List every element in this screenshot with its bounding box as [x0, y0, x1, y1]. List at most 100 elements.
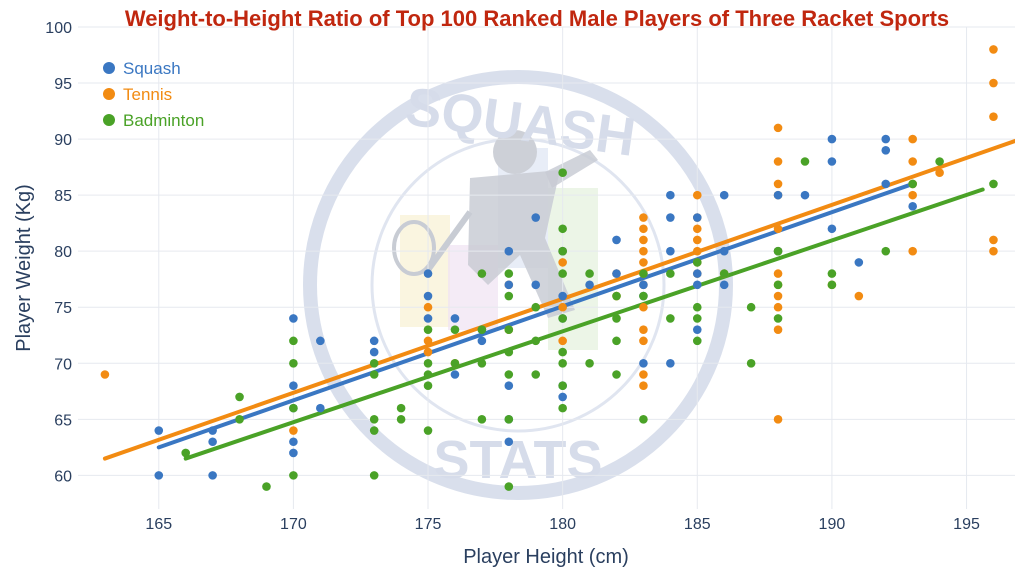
badminton-data-point[interactable] — [935, 157, 944, 166]
squash-data-point[interactable] — [666, 246, 675, 256]
squash-data-point[interactable] — [423, 291, 433, 301]
tennis-data-point[interactable] — [773, 157, 783, 166]
badminton-data-point[interactable] — [369, 471, 379, 480]
badminton-data-point[interactable] — [289, 403, 298, 413]
badminton-data-point[interactable] — [612, 370, 621, 379]
badminton-data-point[interactable] — [235, 415, 244, 424]
squash-data-point[interactable] — [881, 146, 891, 155]
badminton-data-point[interactable] — [989, 179, 998, 189]
badminton-data-point[interactable] — [639, 291, 648, 301]
badminton-data-point[interactable] — [692, 314, 702, 323]
badminton-data-point[interactable] — [423, 370, 433, 379]
tennis-data-point[interactable] — [639, 224, 648, 234]
badminton-data-point[interactable] — [423, 381, 433, 390]
badminton-data-point[interactable] — [477, 325, 487, 334]
tennis-data-point[interactable] — [423, 302, 433, 312]
badminton-data-point[interactable] — [612, 314, 621, 323]
badminton-data-point[interactable] — [423, 325, 433, 334]
badminton-data-point[interactable] — [289, 358, 298, 368]
badminton-data-point[interactable] — [908, 179, 917, 189]
tennis-data-point[interactable] — [639, 370, 648, 379]
badminton-data-point[interactable] — [692, 302, 702, 312]
badminton-data-point[interactable] — [827, 280, 837, 290]
tennis-data-point[interactable] — [773, 179, 783, 189]
badminton-data-point[interactable] — [531, 302, 541, 312]
tennis-data-point[interactable] — [773, 291, 783, 301]
squash-data-point[interactable] — [692, 213, 702, 222]
squash-data-point[interactable] — [692, 325, 702, 334]
squash-data-point[interactable] — [827, 134, 837, 144]
tennis-data-point[interactable] — [639, 246, 648, 256]
squash-data-point[interactable] — [585, 280, 594, 290]
legend-item-badminton[interactable]: Badminton — [103, 111, 204, 130]
badminton-data-point[interactable] — [612, 336, 621, 346]
squash-data-point[interactable] — [558, 291, 567, 301]
tennis-data-point[interactable] — [558, 302, 567, 312]
tennis-data-point[interactable] — [773, 325, 783, 334]
squash-data-point[interactable] — [666, 213, 675, 222]
squash-data-point[interactable] — [208, 437, 217, 447]
squash-data-point[interactable] — [719, 246, 729, 256]
badminton-data-point[interactable] — [235, 392, 244, 402]
badminton-data-point[interactable] — [746, 302, 756, 312]
badminton-data-point[interactable] — [585, 269, 594, 278]
badminton-data-point[interactable] — [800, 157, 810, 166]
badminton-data-point[interactable] — [773, 246, 783, 256]
tennis-data-point[interactable] — [773, 269, 783, 278]
squash-data-point[interactable] — [154, 471, 164, 480]
squash-data-point[interactable] — [450, 314, 460, 323]
squash-data-point[interactable] — [639, 358, 648, 368]
squash-data-point[interactable] — [477, 336, 487, 346]
badminton-data-point[interactable] — [558, 246, 567, 256]
tennis-data-point[interactable] — [773, 123, 783, 133]
badminton-data-point[interactable] — [773, 314, 783, 323]
tennis-data-point[interactable] — [854, 291, 864, 301]
squash-data-point[interactable] — [531, 280, 541, 290]
squash-data-point[interactable] — [881, 179, 891, 189]
badminton-data-point[interactable] — [450, 325, 460, 334]
legend-item-tennis[interactable]: Tennis — [103, 85, 172, 104]
tennis-data-point[interactable] — [989, 78, 998, 88]
squash-data-point[interactable] — [881, 134, 891, 144]
badminton-data-point[interactable] — [531, 370, 541, 379]
badminton-data-point[interactable] — [558, 347, 567, 357]
squash-data-point[interactable] — [369, 336, 379, 346]
squash-data-point[interactable] — [504, 381, 514, 390]
badminton-data-point[interactable] — [585, 358, 594, 368]
squash-data-point[interactable] — [639, 280, 648, 290]
badminton-data-point[interactable] — [369, 358, 379, 368]
squash-data-point[interactable] — [719, 190, 729, 200]
squash-data-point[interactable] — [423, 269, 433, 278]
tennis-data-point[interactable] — [908, 246, 917, 256]
tennis-data-point[interactable] — [935, 168, 944, 178]
squash-data-point[interactable] — [289, 314, 298, 323]
squash-data-point[interactable] — [854, 258, 864, 267]
tennis-data-point[interactable] — [692, 190, 702, 200]
badminton-data-point[interactable] — [558, 314, 567, 323]
badminton-data-point[interactable] — [504, 325, 514, 334]
tennis-data-point[interactable] — [639, 302, 648, 312]
badminton-data-point[interactable] — [450, 358, 460, 368]
badminton-data-point[interactable] — [369, 370, 379, 379]
tennis-data-point[interactable] — [773, 302, 783, 312]
squash-data-point[interactable] — [800, 190, 810, 200]
squash-data-point[interactable] — [692, 269, 702, 278]
badminton-data-point[interactable] — [558, 168, 567, 178]
squash-data-point[interactable] — [504, 280, 514, 290]
badminton-data-point[interactable] — [477, 358, 487, 368]
tennis-data-point[interactable] — [908, 190, 917, 200]
badminton-data-point[interactable] — [396, 403, 406, 413]
badminton-data-point[interactable] — [289, 336, 298, 346]
badminton-data-point[interactable] — [504, 482, 514, 491]
tennis-data-point[interactable] — [639, 381, 648, 390]
squash-data-point[interactable] — [827, 157, 837, 166]
badminton-data-point[interactable] — [181, 448, 191, 458]
squash-data-point[interactable] — [531, 213, 541, 222]
badminton-data-point[interactable] — [746, 358, 756, 368]
badminton-data-point[interactable] — [666, 314, 675, 323]
squash-data-point[interactable] — [612, 269, 621, 278]
tennis-data-point[interactable] — [773, 415, 783, 424]
squash-data-point[interactable] — [289, 437, 298, 447]
tennis-data-point[interactable] — [989, 246, 998, 256]
badminton-data-point[interactable] — [262, 482, 271, 491]
